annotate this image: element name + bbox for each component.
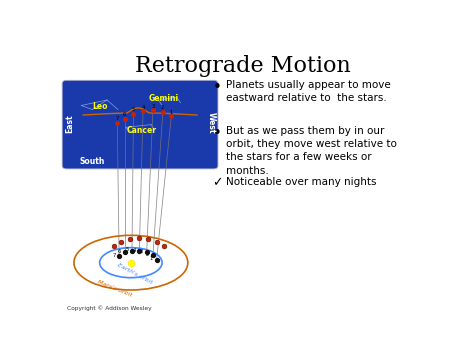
Text: Copyright © Addison Wesley: Copyright © Addison Wesley: [66, 305, 151, 311]
Text: 6: 6: [123, 112, 127, 117]
Text: Noticeable over many nights: Noticeable over many nights: [227, 176, 377, 186]
Text: •: •: [213, 80, 222, 94]
Text: Leo: Leo: [92, 102, 108, 111]
Text: 4: 4: [141, 105, 145, 110]
Text: 1: 1: [170, 110, 173, 115]
Text: Retrograde Motion: Retrograde Motion: [135, 55, 351, 77]
Text: 4: 4: [133, 247, 136, 252]
Text: 3: 3: [140, 248, 143, 254]
Text: Gemini: Gemini: [149, 94, 179, 103]
Text: 5: 5: [132, 107, 135, 112]
Text: 2: 2: [161, 105, 164, 110]
Text: 2: 2: [146, 252, 149, 257]
Text: Planets usually appear to move
eastward relative to  the stars.: Planets usually appear to move eastward …: [227, 80, 391, 103]
Text: •: •: [213, 126, 222, 141]
Text: East: East: [65, 114, 74, 132]
Text: 5: 5: [125, 247, 128, 252]
Text: Cancer: Cancer: [127, 126, 157, 135]
Text: 7: 7: [116, 116, 119, 121]
Text: 1: 1: [150, 256, 153, 261]
Text: North: North: [126, 72, 151, 81]
Text: South: South: [80, 157, 105, 166]
Text: Earth's orbit: Earth's orbit: [116, 262, 153, 285]
Text: But as we pass them by in our
orbit, they move west relative to
the stars for a : But as we pass them by in our orbit, the…: [227, 126, 397, 176]
Text: ✓: ✓: [212, 176, 222, 190]
Text: West: West: [207, 113, 216, 134]
Text: 7: 7: [112, 253, 116, 258]
FancyBboxPatch shape: [62, 80, 218, 169]
Text: Mars's orbit: Mars's orbit: [97, 279, 133, 298]
Text: 6: 6: [118, 248, 121, 254]
Text: 3: 3: [151, 104, 155, 109]
